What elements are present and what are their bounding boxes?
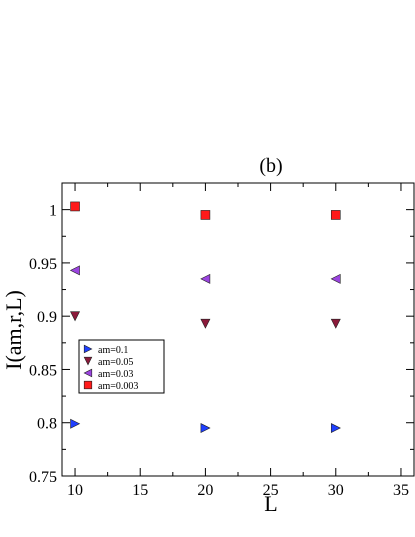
data-point <box>330 273 341 284</box>
data-points <box>69 201 341 434</box>
x-tick-label: 30 <box>328 482 344 499</box>
y-tick-label: 0.8 <box>37 416 57 433</box>
x-tick-label: 15 <box>132 482 148 499</box>
data-point <box>200 273 211 284</box>
data-point <box>69 265 80 276</box>
plot-area <box>61 182 415 477</box>
legend-marker <box>83 344 93 354</box>
legend-label: am=0.05 <box>98 357 133 368</box>
data-point <box>200 210 211 220</box>
series-4 <box>70 201 341 220</box>
legend-label: am=0.03 <box>98 369 133 380</box>
data-point <box>70 311 81 322</box>
x-tick-label: 25 <box>263 482 279 499</box>
y-tick-label: 0.85 <box>29 362 57 379</box>
chart-title: (b) <box>259 155 282 177</box>
series-1 <box>70 418 341 434</box>
data-point <box>330 423 341 434</box>
legend-label: am=0.003 <box>98 381 138 392</box>
x-axis-label: L <box>264 491 277 516</box>
data-point <box>330 318 341 329</box>
series-2 <box>70 311 341 329</box>
x-axis: 10 15 20 25 30 35 <box>67 183 409 499</box>
legend-marker <box>83 356 93 366</box>
data-point <box>330 210 341 220</box>
x-tick-label: 35 <box>393 482 409 499</box>
x-tick-label: 10 <box>67 482 83 499</box>
x-tick-label: 20 <box>197 482 213 499</box>
legend-marker <box>83 380 93 390</box>
y-tick-label: 1 <box>49 203 57 220</box>
data-point <box>70 418 81 429</box>
series-3 <box>69 265 341 284</box>
y-axis: 0.75 0.8 0.85 0.9 0.95 1 <box>29 203 414 486</box>
data-point <box>200 318 211 329</box>
legend-label: am=0.1 <box>98 345 128 356</box>
y-tick-label: 0.9 <box>37 309 57 326</box>
y-axis-label: I(am,r,L) <box>1 290 26 370</box>
data-point <box>70 201 80 212</box>
data-point <box>200 423 211 434</box>
y-tick-label: 0.75 <box>29 469 57 486</box>
legend-box <box>78 339 165 394</box>
y-tick-label: 0.95 <box>29 256 57 273</box>
legend-marker <box>83 368 93 378</box>
